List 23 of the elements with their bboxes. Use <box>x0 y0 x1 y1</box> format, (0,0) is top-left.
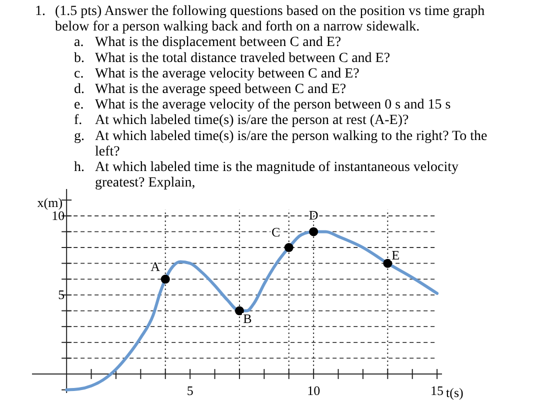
point <box>309 227 318 236</box>
x-tick-label: 15 <box>430 383 444 398</box>
x-tick-label: 10 <box>307 383 320 398</box>
annotation: A <box>150 259 161 274</box>
text: e. What is the average velocity of the person between 0 s and 15 s <box>74 98 451 113</box>
x-axis-title: t(s) <box>446 385 464 400</box>
point <box>284 243 294 252</box>
point <box>234 306 244 316</box>
point <box>160 274 170 284</box>
text: f. At which labeled time(s) is/are the person at rest (A-E)? <box>74 113 409 128</box>
annotation: h. At which labeled time is the magnitude of instantaneous velocity greatest? Explain, <box>74 160 459 191</box>
text: c. What is the average velocity between C and E? <box>74 66 360 82</box>
annotation: D <box>308 208 318 223</box>
annotation: E <box>392 247 400 262</box>
y-axis-title: x(m) <box>37 195 63 210</box>
annotation: B <box>243 310 252 326</box>
chart-title: 1. (1.5 pts) Answer the following questions based on the position vs time graph below for a person walking back and forth on a narrow sidewalk. <box>35 4 485 35</box>
x-tick-label: 5 <box>186 383 194 398</box>
point <box>383 258 392 268</box>
text: b. What is the total distance traveled between C and E? <box>74 50 390 66</box>
text: a. What is the displacement between C and E? <box>74 35 342 50</box>
text: g. At which labeled time(s) is/are the person walking to the right? To the left? <box>74 128 488 160</box>
text: d. What is the average speed between C and E? <box>74 82 346 97</box>
